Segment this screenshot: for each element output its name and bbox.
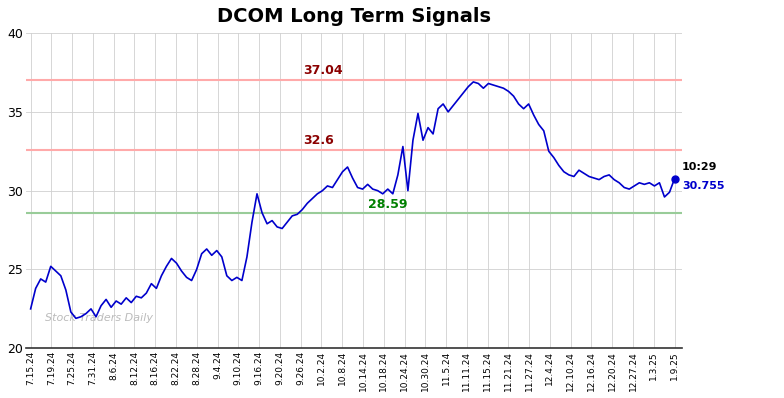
Text: 30.755: 30.755 (682, 181, 724, 191)
Text: Stock Traders Daily: Stock Traders Daily (45, 313, 154, 323)
Text: 37.04: 37.04 (303, 64, 343, 77)
Title: DCOM Long Term Signals: DCOM Long Term Signals (217, 7, 491, 26)
Point (668, 176, 681, 182)
Text: 28.59: 28.59 (368, 198, 408, 211)
Text: 10:29: 10:29 (682, 162, 717, 172)
Text: 32.6: 32.6 (303, 134, 334, 147)
